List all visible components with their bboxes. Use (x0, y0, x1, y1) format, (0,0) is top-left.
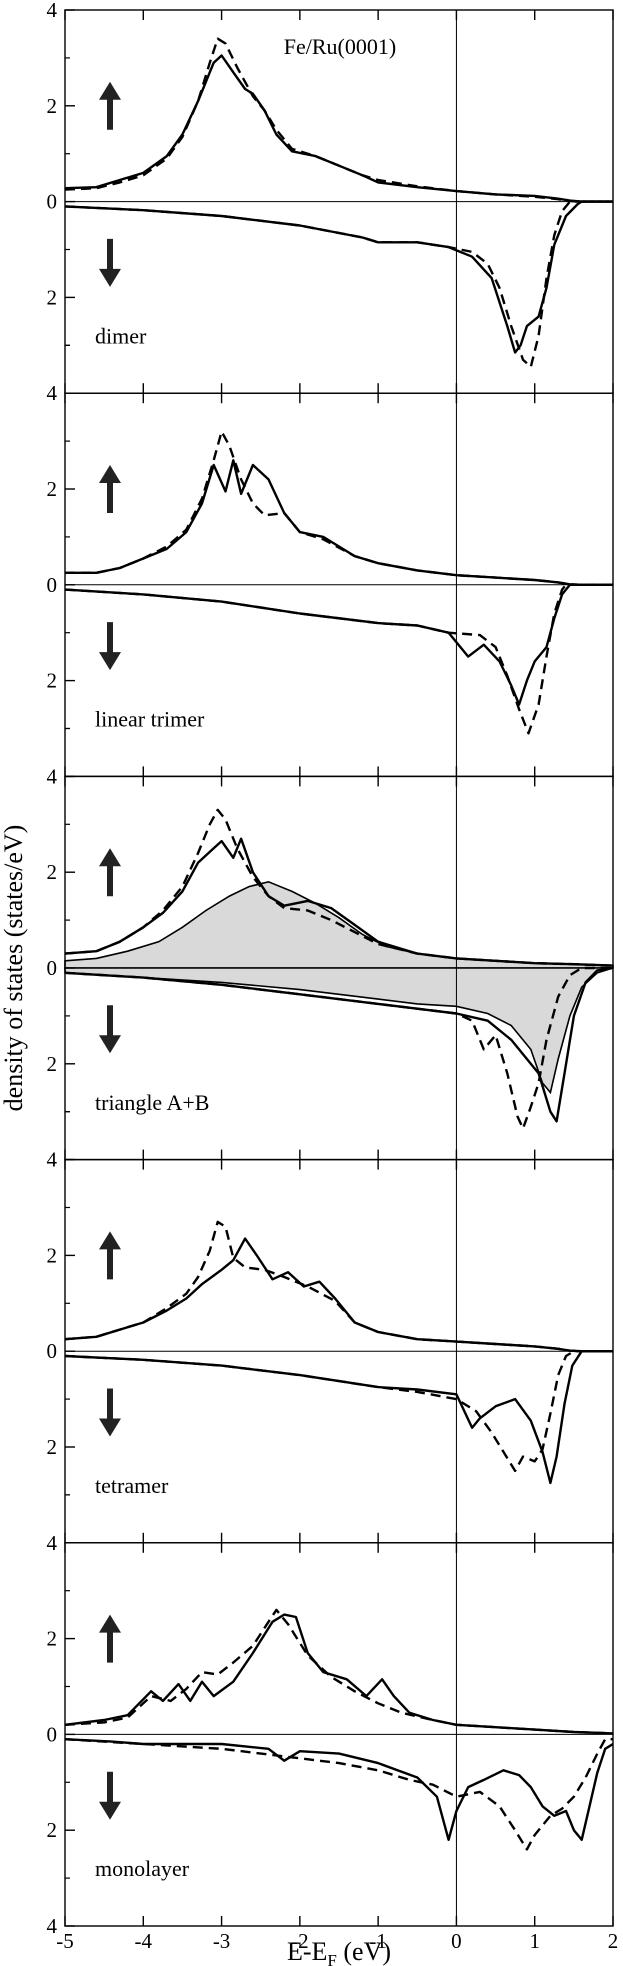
solid-dos-up-line (65, 459, 613, 586)
panel-label: monolayer (95, 1856, 190, 1881)
panel-monolayer: 4 2 0 2 4 monolayer (47, 1494, 614, 1938)
y-tick-label: 4 (47, 0, 58, 22)
spin-down-arrow-icon (99, 238, 121, 287)
dashed-dos-up-line (64, 1608, 614, 1735)
x-axis-title: E-EF (eV) (287, 1937, 391, 1966)
panel-label: dimer (95, 323, 147, 348)
x-tick-label: 2 (608, 1929, 619, 1953)
spin-up-arrow-icon (99, 848, 121, 897)
dashed-dos-up-line (64, 808, 614, 967)
dashed-dos-up-line (64, 1220, 613, 1353)
spin-up-arrow-icon (99, 465, 121, 513)
solid-dos-up-line (64, 1613, 614, 1735)
spin-up-arrow-icon (99, 1231, 121, 1280)
y-tick-label: 2 (47, 669, 58, 693)
y-tick-label: 2 (47, 477, 58, 501)
solid-dos-down-line (64, 966, 614, 1123)
spin-up-arrow-icon (99, 81, 121, 130)
x-tick-label: -4 (135, 1929, 153, 1953)
x-axis-title-unit: (eV) (337, 1937, 391, 1966)
panel-dimer: 4 2 0 2 dimer (47, 0, 614, 394)
x-tick-label: 1 (529, 1929, 540, 1953)
y-tick-label: 2 (47, 1435, 58, 1459)
y-tick-label: 2 (47, 285, 58, 309)
dashed-dos-up-line (65, 430, 613, 586)
panel-label: tetramer (95, 1473, 169, 1498)
panel-triangle-a-b: 4 2 0 2 triangle A+B (47, 727, 614, 1161)
x-tick-label: -2 (291, 1929, 309, 1953)
x-tick-label: 0 (451, 1929, 462, 1953)
y-tick-label: 0 (47, 1339, 58, 1363)
panel-tetramer: 4 2 0 2 tetramer (47, 1111, 614, 1544)
y-tick-label: 2 (47, 860, 58, 884)
y-tick-label: 2 (47, 1052, 58, 1076)
y-tick-label: 2 (47, 1243, 58, 1267)
y-tick-label: 4 (47, 764, 58, 788)
y-tick-label: 4 (47, 381, 58, 405)
spin-down-arrow-icon (99, 622, 121, 671)
solid-dos-down-line (64, 200, 613, 354)
dashed-dos-down-line (64, 200, 613, 369)
spin-up-arrow-icon (99, 1614, 121, 1663)
y-axis-title: density of states (states/eV) (0, 825, 28, 1112)
y-tick-label: 4 (47, 1914, 58, 1938)
solid-dos-up-line (64, 54, 613, 203)
solid-dos-down-line (64, 1738, 614, 1841)
filled-dos-down-area (64, 967, 614, 1095)
dashed-dos-down-line (64, 1738, 613, 1851)
dashed-dos-down-line (64, 966, 613, 1130)
x-tick-label: -3 (213, 1929, 231, 1953)
x-tick-label: -5 (56, 1929, 74, 1953)
y-tick-label: 2 (47, 1818, 58, 1842)
spin-down-arrow-icon (99, 1388, 121, 1437)
x-tick-label: -1 (369, 1929, 387, 1953)
solid-dos-down-line (64, 1350, 613, 1485)
y-tick-label: 0 (47, 1722, 58, 1746)
solid-dos-down-line (64, 583, 613, 706)
y-tick-label: 0 (47, 190, 58, 214)
y-tick-label: 0 (47, 573, 58, 597)
y-tick-label: 0 (47, 956, 58, 980)
solid-dos-up-line (64, 1237, 613, 1353)
y-tick-label: 4 (47, 1531, 58, 1555)
y-tick-label: 2 (47, 1627, 58, 1651)
panel-linear-trimer: 4 2 0 2 linear trimer (47, 344, 614, 778)
y-tick-label: 4 (47, 1148, 58, 1172)
chart-title: Fe/Ru(0001) (284, 34, 396, 59)
dashed-dos-down-line (64, 583, 613, 735)
y-tick-label: 2 (47, 94, 58, 118)
spin-down-arrow-icon (99, 1005, 121, 1054)
panel-label: triangle A+B (95, 1090, 209, 1115)
panel-label: linear trimer (95, 707, 205, 732)
spin-down-arrow-icon (99, 1771, 121, 1820)
dashed-dos-down-line (64, 1350, 613, 1473)
x-axis-title-main: E-E (287, 1937, 327, 1966)
dashed-dos-up-line (64, 37, 613, 203)
x-axis-title-subscript: F (327, 1951, 336, 1966)
